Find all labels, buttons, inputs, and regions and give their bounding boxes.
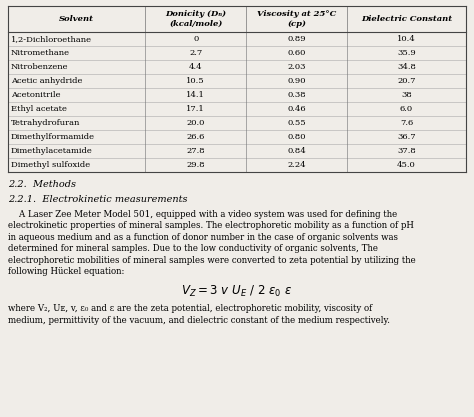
Text: 0.80: 0.80	[287, 133, 306, 141]
Text: 0: 0	[193, 35, 199, 43]
Bar	[8, 88, 466, 102]
Bar	[8, 46, 466, 60]
Text: Viscosity at 25°C
(cp): Viscosity at 25°C (cp)	[257, 10, 336, 28]
Text: 2.7: 2.7	[189, 49, 202, 57]
Text: 0.84: 0.84	[287, 147, 306, 155]
Bar	[8, 158, 466, 172]
Text: 34.8: 34.8	[397, 63, 416, 71]
Text: 26.6: 26.6	[187, 133, 205, 141]
Bar	[8, 6, 466, 32]
Bar	[8, 144, 466, 158]
Text: 2.2.  Methods: 2.2. Methods	[8, 180, 76, 189]
Text: 20.7: 20.7	[397, 77, 416, 85]
Text: 2.24: 2.24	[287, 161, 306, 169]
Bar	[8, 116, 466, 130]
Bar	[8, 60, 466, 74]
Text: Donicity (Dₙ)
(kcal/mole): Donicity (Dₙ) (kcal/mole)	[165, 10, 227, 28]
Text: 4.4: 4.4	[189, 63, 202, 71]
Text: 29.8: 29.8	[186, 161, 205, 169]
Text: 17.1: 17.1	[186, 105, 205, 113]
Text: 38: 38	[401, 91, 412, 99]
Text: medium, permittivity of the vacuum, and dielectric constant of the medium respec: medium, permittivity of the vacuum, and …	[8, 316, 390, 325]
Text: Nitrobenzene: Nitrobenzene	[11, 63, 69, 71]
Bar	[8, 130, 466, 144]
Text: $V_Z = 3\ v\ U_E\ /\ 2\ \varepsilon_0\ \varepsilon$: $V_Z = 3\ v\ U_E\ /\ 2\ \varepsilon_0\ \…	[182, 284, 292, 299]
Text: 0.55: 0.55	[287, 119, 306, 127]
Text: Acetonitrile: Acetonitrile	[11, 91, 61, 99]
Text: 1,2-Dichloroethane: 1,2-Dichloroethane	[11, 35, 92, 43]
Text: electrokinetic properties of mineral samples. The electrophoretic mobility as a : electrokinetic properties of mineral sam…	[8, 221, 414, 231]
Text: Dimethylacetamide: Dimethylacetamide	[11, 147, 93, 155]
Text: 35.9: 35.9	[397, 49, 416, 57]
Text: 6.0: 6.0	[400, 105, 413, 113]
Text: Ethyl acetate: Ethyl acetate	[11, 105, 67, 113]
Text: 0.90: 0.90	[287, 77, 306, 85]
Text: Dielectric Constant: Dielectric Constant	[361, 15, 452, 23]
Text: 10.4: 10.4	[397, 35, 416, 43]
Text: 0.46: 0.46	[287, 105, 306, 113]
Text: where V₂, Uᴇ, v, ε₀ and ε are the zeta potential, electrophoretic mobility, visc: where V₂, Uᴇ, v, ε₀ and ε are the zeta p…	[8, 304, 372, 313]
Text: Tetrahydrofuran: Tetrahydrofuran	[11, 119, 81, 127]
Text: 14.1: 14.1	[186, 91, 205, 99]
Text: 0.38: 0.38	[287, 91, 306, 99]
Text: Solvent: Solvent	[59, 15, 94, 23]
Bar	[8, 74, 466, 88]
Text: 0.89: 0.89	[287, 35, 306, 43]
Text: 20.0: 20.0	[187, 119, 205, 127]
Text: Dimethylformamide: Dimethylformamide	[11, 133, 95, 141]
Text: determined for mineral samples. Due to the low conductivity of organic solvents,: determined for mineral samples. Due to t…	[8, 244, 378, 254]
Text: 36.7: 36.7	[397, 133, 416, 141]
Text: A Laser Zee Meter Model 501, equipped with a video system was used for defining : A Laser Zee Meter Model 501, equipped wi…	[8, 210, 397, 219]
Bar	[8, 102, 466, 116]
Text: electrophoretic mobilities of mineral samples were converted to zeta potential b: electrophoretic mobilities of mineral sa…	[8, 256, 416, 265]
Text: following Hückel equation:: following Hückel equation:	[8, 267, 124, 276]
Text: 2.2.1.  Electrokinetic measurements: 2.2.1. Electrokinetic measurements	[8, 195, 188, 204]
Text: 7.6: 7.6	[400, 119, 413, 127]
Text: 2.03: 2.03	[287, 63, 306, 71]
Text: 45.0: 45.0	[397, 161, 416, 169]
Text: 27.8: 27.8	[186, 147, 205, 155]
Text: Nitromethane: Nitromethane	[11, 49, 70, 57]
Text: Acetic anhydride: Acetic anhydride	[11, 77, 82, 85]
Text: 10.5: 10.5	[186, 77, 205, 85]
Text: in aqueous medium and as a function of donor number in the case of organic solve: in aqueous medium and as a function of d…	[8, 233, 398, 242]
Bar	[8, 32, 466, 46]
Text: Dimethyl sulfoxide: Dimethyl sulfoxide	[11, 161, 90, 169]
Text: 37.8: 37.8	[397, 147, 416, 155]
Text: 0.60: 0.60	[287, 49, 306, 57]
